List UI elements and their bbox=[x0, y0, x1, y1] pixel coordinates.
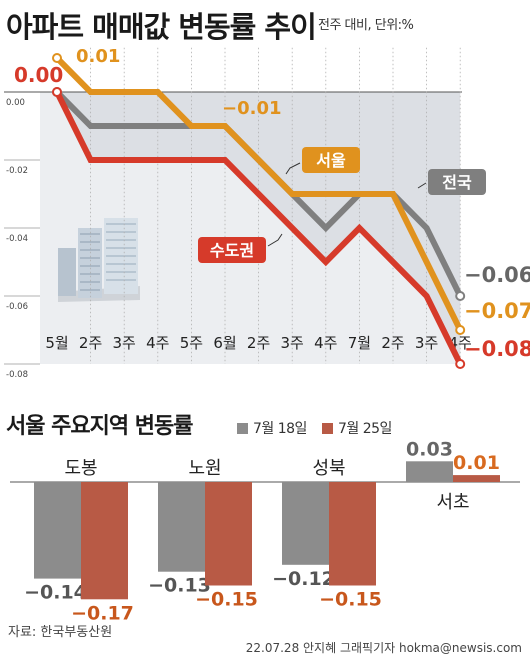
x-tick-label: 2주 bbox=[381, 334, 404, 352]
building-1 bbox=[58, 248, 76, 296]
national-marker bbox=[455, 291, 466, 301]
seoul-marker bbox=[52, 53, 62, 63]
x-tick-label: 5주 bbox=[180, 334, 203, 352]
bar-jul18 bbox=[406, 461, 453, 482]
bar-jul25 bbox=[205, 482, 252, 586]
capital-end-label: −0.08 bbox=[464, 337, 530, 361]
bar-jul18 bbox=[34, 482, 81, 579]
bar-value-label: 0.01 bbox=[453, 452, 500, 474]
capital-line bbox=[54, 90, 463, 366]
capital-marker bbox=[52, 87, 62, 97]
x-tick-label: 4주 bbox=[314, 334, 337, 352]
bar-value-label: −0.15 bbox=[319, 589, 382, 611]
y-tick-label: -0.08 bbox=[6, 370, 28, 380]
x-tick-label: 5월 bbox=[45, 334, 68, 352]
capital-start-label: 0.00 bbox=[14, 63, 63, 87]
source-text: 자료: 한국부동산원 bbox=[8, 625, 113, 640]
bar-jul18 bbox=[282, 482, 329, 565]
bar-value-label: −0.14 bbox=[24, 582, 87, 604]
category-label: 도봉 bbox=[64, 458, 97, 479]
capital-tag-bg bbox=[198, 237, 266, 263]
y-tick-label: -0.06 bbox=[6, 302, 28, 312]
bar-jul18 bbox=[158, 482, 205, 572]
legend-label-jul25: 7월 25일 bbox=[338, 421, 392, 437]
bar-chart-title: 서울 주요지역 변동률 bbox=[6, 414, 193, 439]
category-label: 성북 bbox=[312, 458, 345, 479]
category-label: 노원 bbox=[188, 458, 221, 479]
x-tick-label: 3주 bbox=[415, 334, 438, 352]
seoul-tag-label: 서울 bbox=[316, 151, 346, 170]
bar-value-label: −0.15 bbox=[195, 589, 258, 611]
national-tag-bg bbox=[428, 169, 486, 195]
apartment-building-illustration bbox=[58, 218, 140, 302]
capital-tag-pointer bbox=[267, 233, 283, 247]
seoul-tag-bg bbox=[302, 147, 360, 173]
capital-tag-label: 수도권 bbox=[210, 241, 254, 260]
seoul-tag-pointer bbox=[285, 162, 301, 175]
national-end-label: −0.06 bbox=[464, 263, 530, 287]
credit-text: 22.07.28 안지혜 그래픽기자 hokma@newsis.com bbox=[245, 641, 522, 655]
bar-value-label: 0.03 bbox=[406, 438, 453, 460]
bar-jul25 bbox=[329, 482, 376, 586]
capital-marker bbox=[455, 359, 466, 369]
seoul-start-label: 0.01 bbox=[76, 46, 120, 67]
seoul-line bbox=[54, 55, 463, 332]
x-tick-label: 2주 bbox=[79, 334, 102, 352]
legend-label-jul18: 7월 18일 bbox=[253, 421, 307, 437]
building-2 bbox=[78, 228, 102, 298]
seoul-marker bbox=[455, 325, 466, 335]
bar-jul25 bbox=[81, 482, 128, 600]
x-tick-label: 6월 bbox=[213, 334, 236, 352]
seoul-end-label: −0.07 bbox=[464, 299, 530, 323]
bar-jul25 bbox=[453, 475, 500, 482]
chart-title: 아파트 매매값 변동률 추이 bbox=[6, 10, 317, 44]
bar-value-label: −0.12 bbox=[272, 568, 335, 590]
seoul-june-label: −0.01 bbox=[222, 98, 282, 119]
legend-jul25: 7월 25일 bbox=[322, 418, 392, 438]
x-tick-label: 7월 bbox=[348, 334, 371, 352]
category-label: 서초 bbox=[436, 492, 469, 513]
x-tick-label: 3주 bbox=[281, 334, 304, 352]
legend-jul18: 7월 18일 bbox=[237, 418, 307, 438]
y-tick-label: -0.02 bbox=[6, 166, 28, 176]
x-tick-label: 2주 bbox=[247, 334, 270, 352]
y-tick-label: -0.04 bbox=[6, 234, 28, 244]
legend-swatch-jul18 bbox=[237, 423, 248, 434]
x-tick-label: 3주 bbox=[113, 334, 136, 352]
national-tag-pointer bbox=[417, 182, 427, 189]
chart-subtitle: 전주 대비, 단위:% bbox=[318, 18, 414, 33]
line-chart: 0.00 -0.02 -0.04 -0.06 -0.08 5월 2주 3주 4주 5주 6월 2주 3주… bbox=[4, 46, 530, 380]
y-tick-label: 0.00 bbox=[6, 98, 25, 108]
bar-value-label: −0.13 bbox=[148, 575, 211, 597]
x-tick-label: 4주 bbox=[146, 334, 169, 352]
national-tag-label: 전국 bbox=[442, 173, 472, 192]
legend-swatch-jul25 bbox=[322, 423, 333, 434]
